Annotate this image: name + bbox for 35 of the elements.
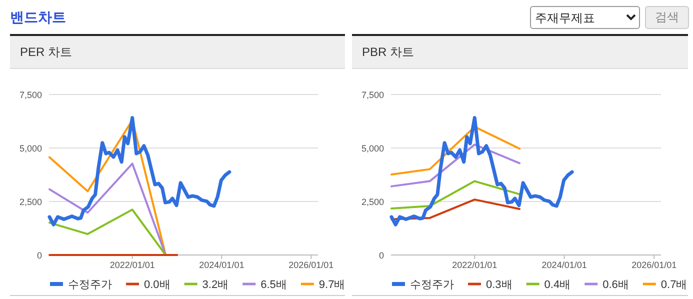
x-tick-label: 2022/01/01 bbox=[452, 260, 498, 270]
legend-label: 0.0배 bbox=[144, 279, 170, 291]
legend-label: 0.4배 bbox=[544, 279, 571, 291]
text: 주재무제표 bbox=[530, 6, 640, 29]
line-series bbox=[48, 116, 232, 226]
y-tick-label: 2,500 bbox=[19, 197, 42, 207]
line-series bbox=[390, 180, 520, 210]
y-tick-label: 0 bbox=[378, 250, 384, 260]
legend-label: 수정주가 bbox=[410, 279, 454, 291]
y-tick-label: 5,000 bbox=[361, 144, 384, 154]
text: 검색 bbox=[645, 6, 689, 29]
y-tick-label: 0 bbox=[36, 250, 42, 260]
line-series bbox=[390, 144, 520, 188]
y-tick-label: 7,500 bbox=[19, 90, 42, 100]
x-tick-label: 2024/01/01 bbox=[199, 260, 244, 270]
legend-label: 0.6배 bbox=[602, 279, 629, 291]
legend-label: 수정주가 bbox=[68, 279, 112, 291]
line-series bbox=[390, 116, 574, 226]
chart-title: PBR 차트 bbox=[352, 36, 688, 69]
x-tick-label: 2026/01/01 bbox=[288, 260, 334, 270]
y-tick-label: 7,500 bbox=[361, 90, 384, 100]
y-tick-label: 2,500 bbox=[361, 197, 384, 207]
line-series bbox=[390, 198, 520, 220]
legend-label: 0.3배 bbox=[486, 279, 512, 291]
x-tick-label: 2026/01/01 bbox=[632, 260, 677, 270]
line-series bbox=[390, 126, 520, 176]
legend-label: 6.5배 bbox=[260, 279, 287, 291]
y-tick-label: 5,000 bbox=[19, 144, 42, 154]
legend-label: 9.7배 bbox=[318, 279, 346, 291]
x-tick-label: 2022/01/01 bbox=[110, 260, 155, 270]
x-tick-label: 2024/01/01 bbox=[542, 260, 587, 270]
legend-label: 3.2배 bbox=[202, 279, 229, 291]
chart-title: PER 차트 bbox=[10, 36, 345, 69]
legend-label: 0.7배 bbox=[660, 279, 688, 291]
text: 밴드차트 bbox=[10, 9, 66, 27]
